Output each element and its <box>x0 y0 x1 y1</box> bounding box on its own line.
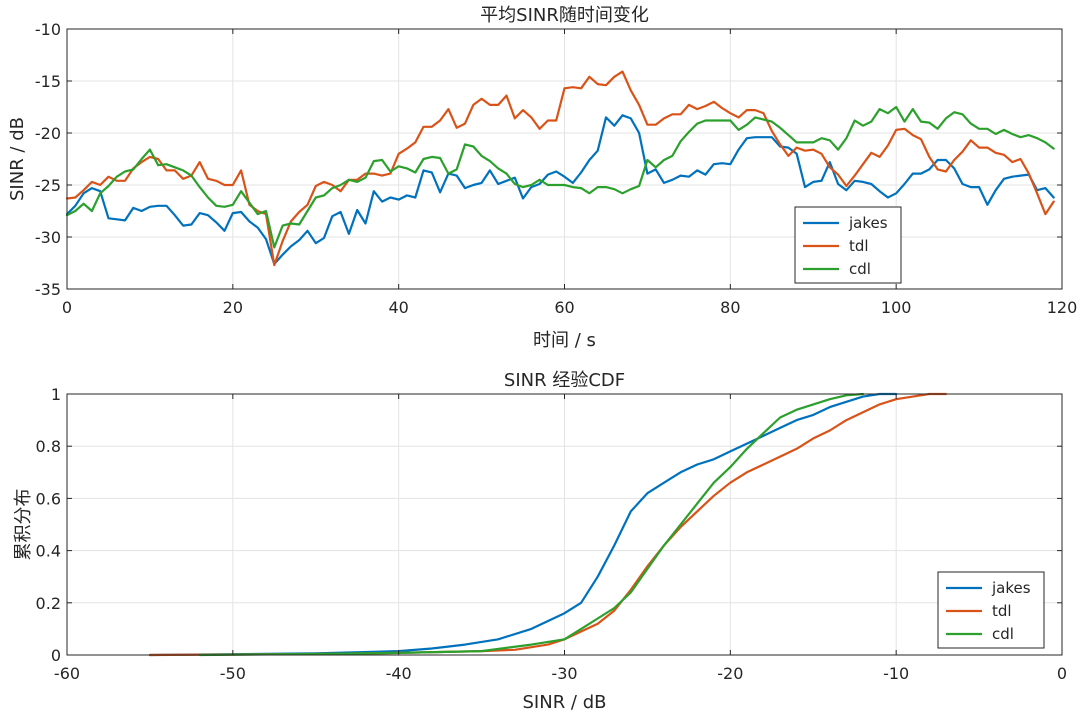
axis-ticks: -60 -50 -40 -30 -20 -10 0 0 0.2 0.4 0.6 0.8 1 <box>36 385 1068 683</box>
y-tick-label: 0.4 <box>36 542 61 561</box>
legend: jakes tdl cdl <box>937 571 1045 649</box>
chart-title: 平均SINR随时间变化 <box>480 5 649 26</box>
legend-label-jakes: jakes <box>848 214 888 232</box>
x-tick-label: 80 <box>720 298 740 317</box>
x-tick-label: -20 <box>717 664 743 683</box>
legend: jakes tdl cdl <box>794 206 902 284</box>
legend-label-tdl: tdl <box>849 237 869 255</box>
x-tick-label: 20 <box>223 298 243 317</box>
y-axis-label: SINR / dB <box>7 117 28 201</box>
series-line-cdl <box>198 392 865 657</box>
y-tick-label: 0.6 <box>36 489 61 508</box>
x-tick-label: 0 <box>1057 664 1067 683</box>
y-tick-label: -30 <box>35 228 61 247</box>
x-tick-label: -40 <box>386 664 412 683</box>
y-tick-label: 0 <box>51 646 61 665</box>
x-tick-label: 40 <box>388 298 408 317</box>
x-tick-label: 60 <box>554 298 574 317</box>
x-tick-label: -60 <box>54 664 80 683</box>
y-tick-label: -25 <box>35 176 61 195</box>
y-tick-label: -10 <box>35 20 61 39</box>
x-tick-label: 120 <box>1047 298 1078 317</box>
y-tick-label: 0.2 <box>36 594 61 613</box>
x-axis-label: 时间 / s <box>533 330 596 351</box>
series-line-jakes <box>148 392 898 657</box>
series-lines <box>65 70 1055 267</box>
series-line-tdl <box>65 70 1055 267</box>
legend-label-jakes: jakes <box>991 579 1031 597</box>
x-tick-label: -10 <box>883 664 909 683</box>
plot-frame <box>66 393 1063 656</box>
axis-ticks: 0 20 40 60 80 100 120 -35 -30 -25 -20 -15 -10 <box>35 20 1077 317</box>
x-tick-label: 100 <box>881 298 912 317</box>
y-tick-label: -20 <box>35 124 61 143</box>
x-axis-label: SINR / dB <box>523 692 607 713</box>
legend-label-cdl: cdl <box>992 625 1014 643</box>
plot-frame <box>66 28 1063 290</box>
series-line-tdl <box>148 392 947 657</box>
y-tick-label: -35 <box>35 280 61 299</box>
y-tick-label: 1 <box>51 385 61 404</box>
x-tick-label: 0 <box>62 298 72 317</box>
y-tick-label: -15 <box>35 72 61 91</box>
series-line-cdl <box>65 105 1055 249</box>
sinr-time-chart: 0 20 40 60 80 100 120 -35 -30 -25 -20 -15 -10 平均SINR… <box>7 5 1077 351</box>
legend-label-cdl: cdl <box>849 260 871 278</box>
sinr-cdf-chart: -60 -50 -40 -30 -20 -10 0 0 0.2 0.4 0.6 0.8 1 SINR 经… <box>13 370 1067 713</box>
chart-title: SINR 经验CDF <box>504 370 625 391</box>
y-axis-label: 累积分布 <box>13 489 34 561</box>
x-tick-label: -50 <box>220 664 246 683</box>
y-tick-label: 0.8 <box>36 437 61 456</box>
x-tick-label: -30 <box>551 664 577 683</box>
series-line-jakes <box>65 114 1055 266</box>
legend-label-tdl: tdl <box>992 602 1012 620</box>
series-lines <box>148 392 947 657</box>
